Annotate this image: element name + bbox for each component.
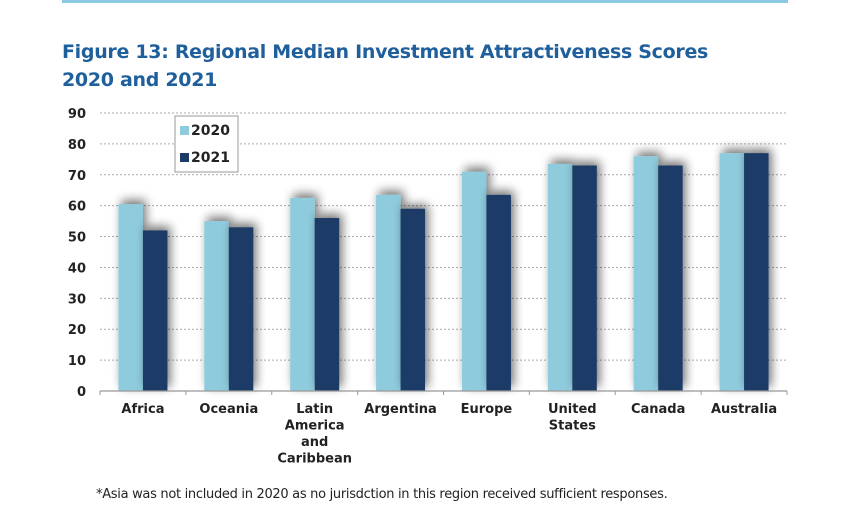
y-tick-label: 0: [77, 385, 86, 400]
bar-2020: [719, 153, 745, 391]
chart-title-line2: 2020 and 2021: [62, 69, 218, 91]
bar-2020: [290, 197, 315, 391]
bar-2021: [658, 165, 683, 391]
bar-2021: [314, 218, 340, 391]
x-category-label: Oceania: [199, 402, 258, 417]
y-axis-ticks: 0 10 20 30 40 50 60 70 80 90: [68, 107, 86, 400]
bar-2021: [572, 165, 597, 391]
top-accent-rule: [62, 0, 788, 3]
x-category-label: Africa: [121, 402, 164, 417]
legend-box: [174, 115, 239, 173]
bar-2020: [376, 194, 401, 391]
chart-title: Figure 13: Regional Median Investment At…: [62, 38, 708, 94]
y-tick-label: 30: [68, 292, 86, 307]
y-tick-label: 10: [68, 354, 86, 369]
legend-swatch-2021: [180, 153, 189, 162]
bar-2021: [744, 153, 769, 391]
legend-label-2020: 2020: [191, 123, 230, 139]
y-tick-label: 20: [68, 323, 86, 338]
x-category-label: Canada: [631, 402, 685, 417]
x-category-label: Argentina: [364, 402, 437, 417]
x-axis: [99, 390, 788, 395]
x-axis-labels: Africa Oceania Latin America and Caribbean Arg…: [121, 402, 777, 467]
y-tick-label: 50: [68, 231, 86, 246]
legend-label-2021: 2021: [191, 150, 230, 166]
bar-2020: [461, 171, 487, 391]
bar-2021: [400, 208, 426, 391]
legend-swatch-2020: [180, 126, 189, 135]
y-tick-label: 40: [68, 261, 86, 276]
x-category-label: Latin America and Caribbean: [277, 402, 352, 467]
bar-2020: [118, 204, 143, 391]
legend: 2020 2021: [174, 115, 239, 173]
bars: [118, 153, 769, 391]
bar-2021: [142, 230, 168, 391]
x-category-label: United States: [548, 402, 597, 434]
x-category-label: Australia: [711, 402, 777, 417]
bar-2020: [633, 156, 659, 391]
bar-2021: [486, 194, 511, 391]
y-tick-label: 70: [68, 169, 86, 184]
x-category-label: Europe: [461, 402, 513, 417]
footnote: *Asia was not included in 2020 as no jur…: [96, 487, 668, 502]
bar-2020: [204, 221, 229, 391]
bar-2020: [547, 163, 573, 391]
chart-title-line1: Figure 13: Regional Median Investment At…: [62, 41, 709, 63]
y-tick-label: 90: [68, 107, 86, 122]
y-tick-label: 80: [68, 138, 86, 153]
bar-2021: [228, 227, 254, 391]
y-tick-label: 60: [68, 200, 86, 215]
